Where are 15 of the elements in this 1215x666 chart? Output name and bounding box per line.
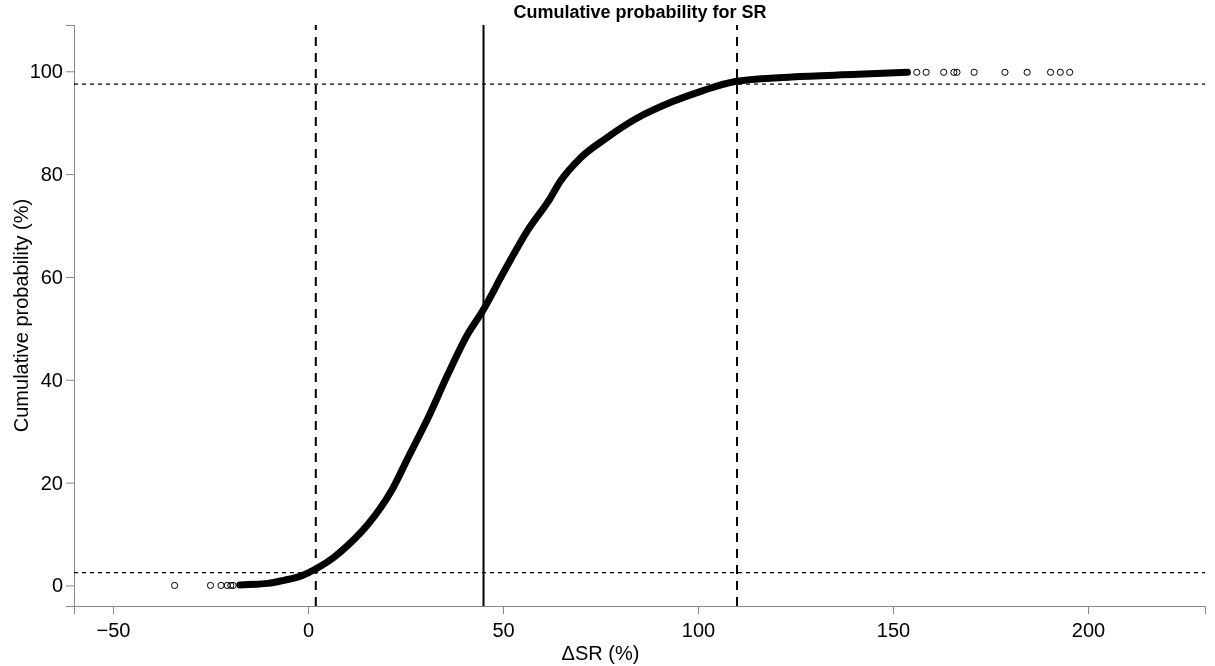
y-axis-title: Cumulative probability (%) xyxy=(10,198,32,433)
x-tick-label: −50 xyxy=(96,619,131,641)
x-axis-title: ΔSR (%) xyxy=(561,642,640,664)
y-tick-label: 80 xyxy=(40,163,63,186)
x-tick-label: 50 xyxy=(492,619,515,641)
y-tick-label: 0 xyxy=(51,574,63,597)
y-tick-label: 40 xyxy=(40,368,63,391)
y-tick-label: 100 xyxy=(29,60,63,83)
x-tick-label: 100 xyxy=(681,619,716,641)
x-tick-label: 200 xyxy=(1071,619,1106,641)
chart-title: Cumulative probability for SR xyxy=(513,2,767,22)
x-tick-label: 150 xyxy=(876,619,911,641)
y-tick-label: 60 xyxy=(40,265,63,288)
y-tick-label: 20 xyxy=(40,471,63,494)
x-tick-label: 0 xyxy=(302,619,315,641)
